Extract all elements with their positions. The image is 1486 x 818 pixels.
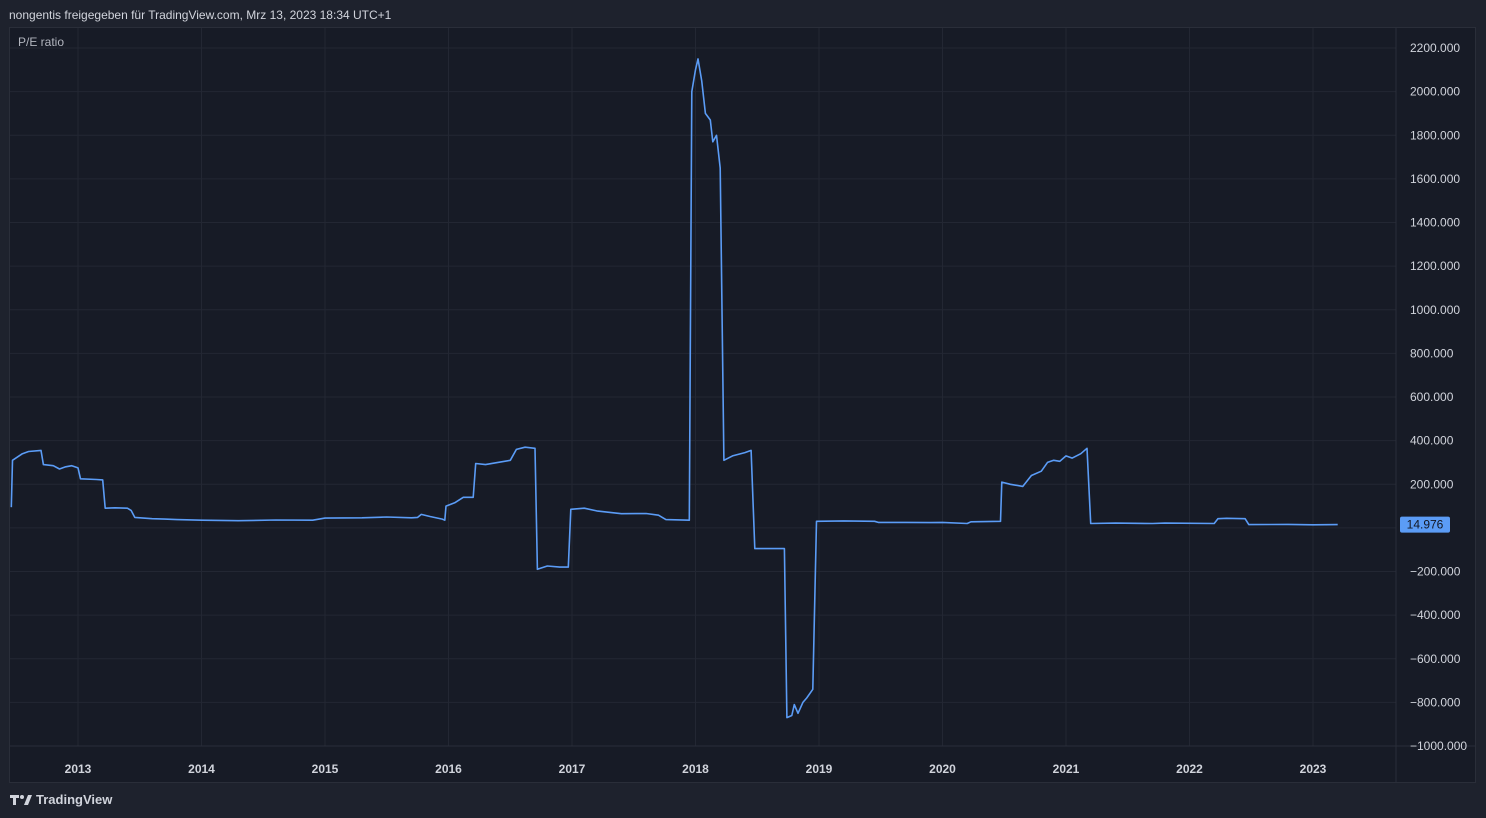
x-tick-label: 2013: [65, 762, 92, 776]
x-tick-label: 2019: [806, 762, 833, 776]
grid-lines: [10, 28, 1396, 747]
y-tick-label: 1600.000: [1410, 172, 1460, 186]
y-tick-label: 400.000: [1410, 434, 1454, 448]
x-tick-label: 2018: [682, 762, 709, 776]
x-tick-label: 2022: [1176, 762, 1203, 776]
last-value-label: 14.976: [1407, 518, 1444, 532]
x-tick-label: 2020: [929, 762, 956, 776]
x-tick-label: 2021: [1053, 762, 1080, 776]
indicator-title[interactable]: P/E ratio: [18, 35, 65, 49]
chart-share-header: nongentis freigegeben für TradingView.co…: [9, 8, 392, 22]
y-tick-label: 600.000: [1410, 390, 1454, 404]
tradingview-logo-text: TradingView: [36, 792, 113, 807]
y-tick-label: 2200.000: [1410, 41, 1460, 55]
tradingview-logo[interactable]: TradingView: [10, 792, 112, 807]
y-tick-label: −600.000: [1410, 652, 1461, 666]
y-tick-label: −400.000: [1410, 608, 1461, 622]
y-tick-label: 200.000: [1410, 477, 1454, 491]
y-tick-label: −800.000: [1410, 695, 1461, 709]
x-tick-label: 2023: [1300, 762, 1327, 776]
series-layer: [10, 58, 1338, 719]
x-tick-label: 2014: [188, 762, 215, 776]
y-tick-label: 1000.000: [1410, 303, 1460, 317]
pe-ratio-series-line[interactable]: [10, 58, 1338, 719]
y-tick-label: −200.000: [1410, 565, 1461, 579]
tradingview-logo-icon: [10, 794, 32, 805]
price-axis[interactable]: 2200.000 2000.000 1800.000 1600.000 1400.000…: [1410, 41, 1467, 753]
last-value-badge: [1400, 516, 1450, 533]
y-tick-label: −1000.000: [1410, 739, 1467, 753]
y-tick-label: 800.000: [1410, 346, 1454, 360]
y-tick-label: 1400.000: [1410, 216, 1460, 230]
last-value-marker: 14.976: [1400, 516, 1450, 533]
x-tick-label: 2015: [312, 762, 339, 776]
time-axis[interactable]: 2013 2014 2015 2016 2017 2018 2019 2020 2021 2022…: [65, 762, 1327, 776]
y-tick-label: 2000.000: [1410, 85, 1460, 99]
x-tick-label: 2017: [559, 762, 586, 776]
y-tick-label: 1800.000: [1410, 128, 1460, 142]
x-tick-label: 2016: [435, 762, 462, 776]
chart-pane[interactable]: [9, 27, 1476, 783]
y-tick-label: 1200.000: [1410, 259, 1460, 273]
